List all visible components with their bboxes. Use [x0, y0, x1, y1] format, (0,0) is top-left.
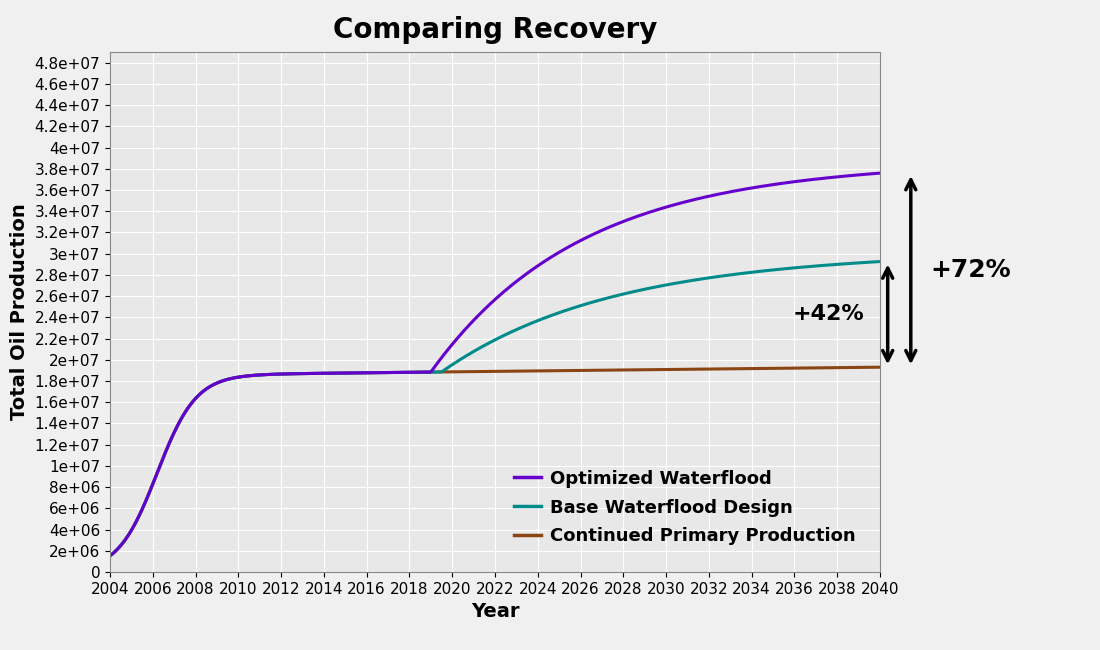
Base Waterflood Design — [231, 373, 244, 381]
X-axis label: Year: Year — [471, 603, 519, 621]
Legend: Optimized Waterflood, Base Waterflood Design, Continued Primary Production: Optimized Waterflood, Base Waterflood De… — [507, 462, 864, 552]
Text: +42%: +42% — [793, 304, 865, 324]
Continued Primary Production — [294, 370, 307, 378]
Text: +72%: +72% — [930, 258, 1011, 282]
Continued Primary Production — [92, 558, 106, 566]
Optimized Waterflood — [614, 218, 627, 226]
Line: Base Waterflood Design: Base Waterflood Design — [99, 261, 880, 562]
Continued Primary Production — [614, 366, 627, 374]
Continued Primary Production — [446, 368, 459, 376]
Optimized Waterflood — [553, 248, 566, 256]
Continued Primary Production — [681, 365, 694, 373]
Base Waterflood Design — [681, 278, 694, 285]
Optimized Waterflood — [231, 373, 244, 381]
Base Waterflood Design — [553, 309, 566, 317]
Optimized Waterflood — [294, 370, 307, 378]
Continued Primary Production — [231, 373, 244, 381]
Line: Optimized Waterflood: Optimized Waterflood — [99, 173, 880, 562]
Continued Primary Production — [873, 363, 887, 371]
Base Waterflood Design — [873, 257, 887, 265]
Optimized Waterflood — [92, 558, 106, 566]
Optimized Waterflood — [873, 169, 887, 177]
Continued Primary Production — [553, 367, 566, 374]
Optimized Waterflood — [681, 198, 694, 205]
Base Waterflood Design — [92, 558, 106, 566]
Line: Continued Primary Production: Continued Primary Production — [99, 367, 880, 562]
Y-axis label: Total Oil Production: Total Oil Production — [10, 203, 29, 421]
Title: Comparing Recovery: Comparing Recovery — [333, 16, 657, 44]
Optimized Waterflood — [446, 340, 459, 348]
Base Waterflood Design — [614, 291, 627, 298]
Base Waterflood Design — [446, 361, 459, 369]
Base Waterflood Design — [294, 370, 307, 378]
